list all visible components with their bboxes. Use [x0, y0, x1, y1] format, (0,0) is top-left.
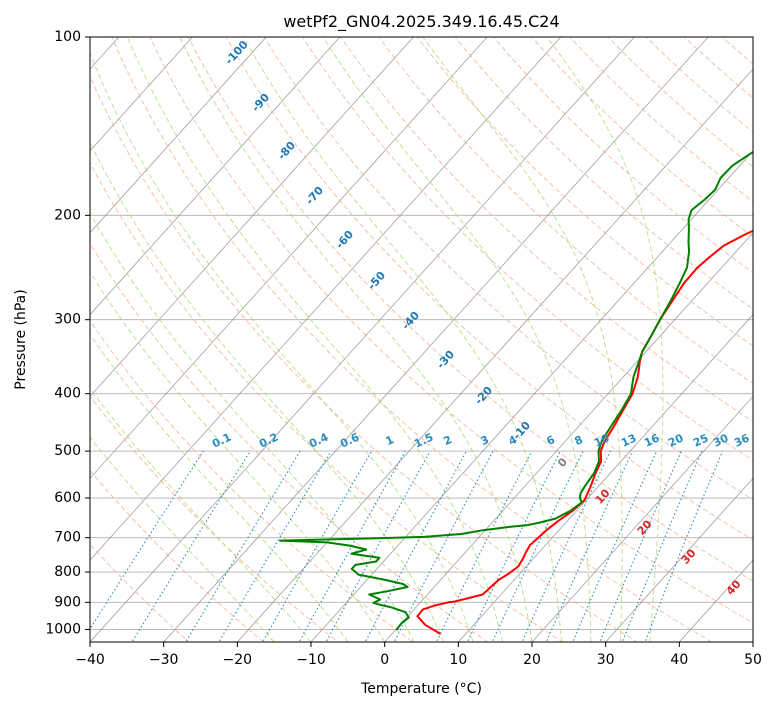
- mixing-ratio-label: 16: [642, 431, 662, 449]
- dry-adiabat: [569, 37, 753, 203]
- y-tick-label: 200: [54, 207, 81, 223]
- moist-adiabat: [90, 51, 474, 642]
- mixing-ratio-line: [393, 450, 494, 642]
- mixing-ratio-line: [644, 450, 724, 642]
- moist-adiabat: [243, 37, 562, 642]
- mixing-ratio-line: [131, 450, 251, 642]
- mixing-ratio-label: 25: [691, 431, 710, 449]
- dewpoint-profile-line: [279, 150, 753, 631]
- dry-adiabat: [454, 37, 753, 310]
- moist-adiabat: [422, 37, 623, 642]
- dry-adiabat: [225, 37, 753, 541]
- x-tick-label: 20: [523, 652, 541, 668]
- isotherm-line: [605, 477, 753, 642]
- isotherm-line: [90, 37, 267, 234]
- mixing-ratio-line: [364, 450, 467, 642]
- isotherm-line: [90, 37, 562, 561]
- y-tick-label: 500: [54, 443, 81, 459]
- mixing-ratio-line: [521, 450, 611, 642]
- mixing-ratio-line: [599, 450, 682, 642]
- moist-adiabat: [90, 436, 275, 642]
- x-tick-label: 50: [744, 652, 762, 668]
- y-tick-label: 700: [54, 530, 81, 546]
- isotherm-line: [90, 37, 488, 479]
- moist-adiabat: [90, 271, 386, 642]
- dry-adiabat: [90, 242, 489, 642]
- dry-adiabat: [263, 37, 753, 501]
- mixing-ratio-label: 13: [619, 431, 638, 449]
- y-tick-label: 100: [54, 29, 81, 45]
- mixing-ratio-line: [621, 450, 703, 642]
- mixing-ratio-line: [491, 450, 584, 642]
- temperature-profile-line: [416, 229, 753, 635]
- x-tick-label: 40: [670, 652, 688, 668]
- dry-adiabat: [492, 37, 753, 274]
- plot-frame: [89, 36, 754, 643]
- x-tick-label: −30: [149, 652, 179, 668]
- y-tick-label: 600: [54, 490, 81, 506]
- y-tick-label: 1000: [45, 621, 81, 637]
- mixing-ratio-line: [90, 450, 204, 630]
- mixing-ratio-label: 20: [666, 431, 686, 449]
- dry-adiabat: [90, 75, 638, 642]
- x-tick-label: 0: [380, 652, 389, 668]
- y-axis-label: Pressure (hPa): [13, 289, 29, 389]
- dry-adiabat: [90, 469, 265, 642]
- moist-adiabat: [546, 37, 664, 642]
- isotherm-line: [90, 37, 193, 152]
- y-tick-label: 800: [54, 564, 81, 580]
- dry-adiabat: [340, 37, 753, 423]
- isotherm-line: [237, 68, 753, 642]
- x-tick-label: 10: [449, 652, 467, 668]
- isotherm-line: [90, 37, 341, 316]
- isotherm-line: [458, 313, 753, 642]
- dry-adiabat: [187, 37, 753, 582]
- mixing-ratio-line: [218, 450, 332, 642]
- moist-adiabat: [126, 37, 503, 642]
- moist-adiabat: [90, 387, 312, 642]
- moist-adiabat: [179, 37, 533, 642]
- mixing-ratio-label: 36: [732, 431, 752, 449]
- chart-title: wetPf2_GN04.2025.349.16.45.C24: [283, 12, 559, 32]
- isotherm-line: [531, 395, 753, 642]
- moist-adiabat: [322, 37, 592, 642]
- isotherm-line: [90, 37, 414, 398]
- x-axis-label: Temperature (°C): [360, 681, 482, 697]
- x-tick-label: −10: [296, 652, 326, 668]
- moist-adiabat: [90, 141, 445, 642]
- x-tick-label: 30: [597, 652, 615, 668]
- isotherm-line: [384, 232, 753, 642]
- dry-adiabat: [149, 37, 753, 624]
- isotherm-line: [163, 37, 709, 642]
- x-tick-label: −20: [223, 652, 253, 668]
- plot-area: [90, 37, 753, 642]
- mixing-ratio-label: 10: [592, 431, 612, 449]
- y-tick-label: 400: [54, 386, 81, 402]
- dry-adiabat: [302, 37, 753, 461]
- dry-adiabat: [416, 37, 753, 347]
- moist-adiabat: [90, 212, 415, 642]
- y-tick-label: 300: [54, 312, 81, 328]
- dry-adiabat: [378, 37, 753, 385]
- dry-adiabat: [111, 37, 713, 642]
- dry-adiabat: [90, 161, 564, 642]
- dry-adiabat: [90, 320, 414, 642]
- y-tick-label: 900: [54, 594, 81, 610]
- mixing-ratio-label: 30: [711, 431, 731, 449]
- x-tick-label: −40: [75, 652, 105, 668]
